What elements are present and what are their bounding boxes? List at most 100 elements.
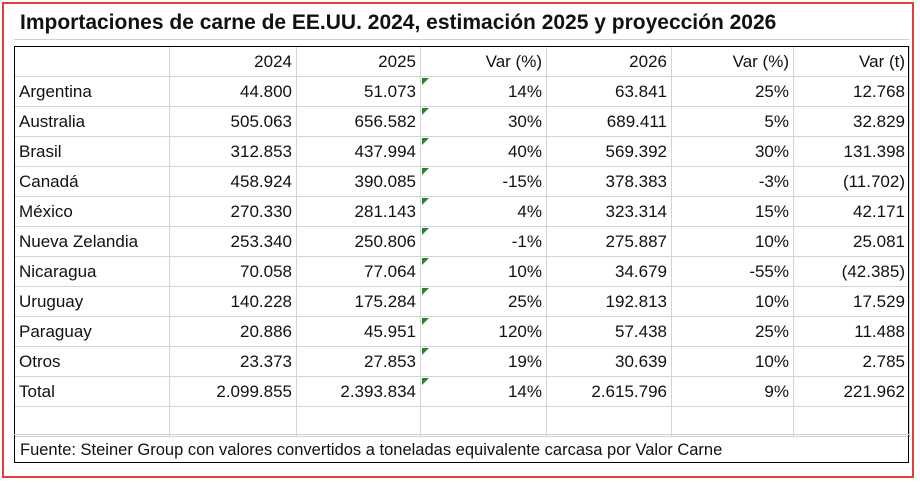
cell-2025: 250.806	[296, 226, 421, 257]
cell-2024: 505.063	[169, 106, 297, 137]
table-row: Nicaragua 70.058 77.064 10% 34.679 -55% (42.38…	[14, 256, 910, 287]
header-var-pct-2025: Var (%)	[420, 46, 547, 77]
cell-var-pct-2026: 10%	[671, 346, 794, 377]
cell-var-pct-2025: 120%	[420, 316, 547, 347]
cell-2024: 20.886	[169, 316, 297, 347]
cell-2025: 390.085	[296, 166, 421, 197]
cell-country: Total	[14, 376, 170, 407]
cell-2025: 51.073	[296, 76, 421, 107]
cell-2025: 77.064	[296, 256, 421, 287]
cell-2025: 45.951	[296, 316, 421, 347]
cell-var-t: 12.768	[793, 76, 910, 107]
empty-cell	[546, 406, 672, 437]
table-row: Uruguay 140.228 175.284 25% 192.813 10% 17.529	[14, 286, 910, 317]
header-country	[14, 46, 170, 77]
cell-2026: 275.887	[546, 226, 672, 257]
cell-2026: 192.813	[546, 286, 672, 317]
cell-var-t: (42.385)	[793, 256, 910, 287]
cell-2026: 2.615.796	[546, 376, 672, 407]
cell-2026: 323.314	[546, 196, 672, 227]
cell-var-t: (11.702)	[793, 166, 910, 197]
cell-var-pct-2026: 5%	[671, 106, 794, 137]
empty-cell	[296, 406, 421, 437]
header-2026: 2026	[546, 46, 672, 77]
cell-country: Brasil	[14, 136, 170, 167]
empty-cell	[793, 406, 910, 437]
cell-var-t: 42.171	[793, 196, 910, 227]
header-2024: 2024	[169, 46, 297, 77]
cell-country: México	[14, 196, 170, 227]
cell-2025: 437.994	[296, 136, 421, 167]
cell-var-pct-2025: -15%	[420, 166, 547, 197]
cell-var-t: 131.398	[793, 136, 910, 167]
cell-country: Nueva Zelandia	[14, 226, 170, 257]
cell-var-t: 25.081	[793, 226, 910, 257]
cell-var-t: 221.962	[793, 376, 910, 407]
header-var-pct-2026: Var (%)	[671, 46, 794, 77]
cell-var-pct-2025: 40%	[420, 136, 547, 167]
header-var-t: Var (t)	[793, 46, 910, 77]
cell-var-pct-2025: 14%	[420, 76, 547, 107]
cell-var-pct-2025: -1%	[420, 226, 547, 257]
cell-var-pct-2026: 30%	[671, 136, 794, 167]
cell-2025: 2.393.834	[296, 376, 421, 407]
cell-2025: 656.582	[296, 106, 421, 137]
cell-country: Otros	[14, 346, 170, 377]
cell-2024: 270.330	[169, 196, 297, 227]
cell-2026: 30.639	[546, 346, 672, 377]
source-note: Fuente: Steiner Group con valores conver…	[14, 434, 909, 464]
cell-var-pct-2026: -55%	[671, 256, 794, 287]
table-row: Canadá 458.924 390.085 -15% 378.383 -3% (11.70…	[14, 166, 910, 197]
cell-var-pct-2025: 30%	[420, 106, 547, 137]
cell-var-pct-2025: 19%	[420, 346, 547, 377]
header-row: 2024 2025 Var (%) 2026 Var (%) Var (t)	[14, 46, 910, 77]
cell-var-pct-2026: 10%	[671, 226, 794, 257]
table-row: Argentina 44.800 51.073 14% 63.841 25% 12.768	[14, 76, 910, 107]
cell-var-pct-2026: 25%	[671, 76, 794, 107]
cell-var-pct-2026: 9%	[671, 376, 794, 407]
cell-var-pct-2025: 4%	[420, 196, 547, 227]
cell-2026: 378.383	[546, 166, 672, 197]
table-row: Nueva Zelandia 253.340 250.806 -1% 275.887 10…	[14, 226, 910, 257]
empty-cell	[671, 406, 794, 437]
cell-2026: 569.392	[546, 136, 672, 167]
cell-country: Uruguay	[14, 286, 170, 317]
table-row: Total 2.099.855 2.393.834 14% 2.615.796 9% 221…	[14, 376, 910, 407]
table-title: Importaciones de carne de EE.UU. 2024, e…	[14, 6, 909, 40]
cell-country: Canadá	[14, 166, 170, 197]
cell-2024: 70.058	[169, 256, 297, 287]
cell-2026: 63.841	[546, 76, 672, 107]
cell-var-pct-2026: -3%	[671, 166, 794, 197]
empty-cell	[169, 406, 297, 437]
cell-2026: 689.411	[546, 106, 672, 137]
cell-var-pct-2025: 14%	[420, 376, 547, 407]
cell-var-t: 11.488	[793, 316, 910, 347]
cell-var-pct-2026: 10%	[671, 286, 794, 317]
cell-country: Australia	[14, 106, 170, 137]
empty-cell	[14, 406, 170, 437]
cell-2025: 175.284	[296, 286, 421, 317]
cell-2024: 23.373	[169, 346, 297, 377]
cell-2024: 312.853	[169, 136, 297, 167]
cell-var-pct-2026: 25%	[671, 316, 794, 347]
table-row: México 270.330 281.143 4% 323.314 15% 42.171	[14, 196, 910, 227]
table-row: Otros 23.373 27.853 19% 30.639 10% 2.785	[14, 346, 910, 377]
cell-2024: 458.924	[169, 166, 297, 197]
cell-var-t: 32.829	[793, 106, 910, 137]
table-row: Australia 505.063 656.582 30% 689.411 5% 32.82…	[14, 106, 910, 137]
cell-country: Nicaragua	[14, 256, 170, 287]
table-row: Paraguay 20.886 45.951 120% 57.438 25% 11.488	[14, 316, 910, 347]
cell-var-t: 2.785	[793, 346, 910, 377]
cell-var-pct-2025: 25%	[420, 286, 547, 317]
cell-2024: 2.099.855	[169, 376, 297, 407]
cell-country: Paraguay	[14, 316, 170, 347]
cell-2024: 253.340	[169, 226, 297, 257]
cell-2024: 44.800	[169, 76, 297, 107]
cell-2026: 34.679	[546, 256, 672, 287]
table-row: Brasil 312.853 437.994 40% 569.392 30% 131.398	[14, 136, 910, 167]
cell-var-pct-2025: 10%	[420, 256, 547, 287]
data-table: 2024 2025 Var (%) 2026 Var (%) Var (t) Argenti…	[14, 46, 910, 437]
cell-2025: 281.143	[296, 196, 421, 227]
header-2025: 2025	[296, 46, 421, 77]
spacer-row	[14, 406, 910, 437]
